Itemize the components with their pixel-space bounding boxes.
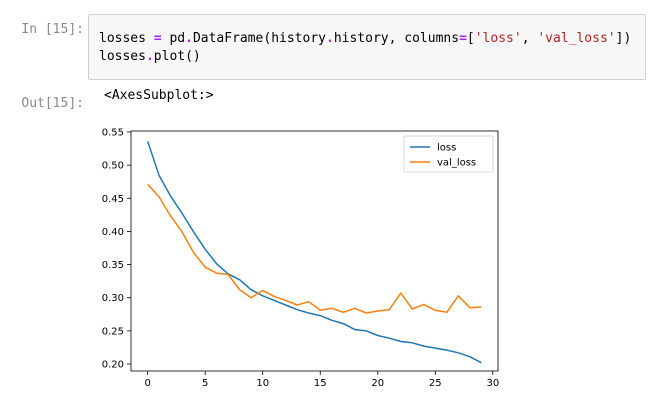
y-tick-label: 0.30 [102,293,124,304]
x-tick-label: 10 [256,378,269,389]
code-operator: . [326,31,334,46]
code-token: plot() [153,49,201,64]
loss-chart: 0 5 10 15 20 25 30 0.20 0.25 0.30 0.35 0.40 0.45 0.5… [102,127,499,389]
x-tick-label: 30 [486,378,499,389]
x-tick-label: 25 [429,378,442,389]
x-tick-label: 0 [144,378,150,389]
code-token: , [521,31,538,46]
legend-label: loss [437,143,456,154]
code-cell[interactable]: losses = pd.DataFrame(history.history, c… [88,14,646,80]
code-token: DataFrame(history [192,31,326,46]
legend: loss val_loss [403,135,494,173]
input-prompt: In [15]: [21,22,84,37]
code-string: 'val_loss' [537,31,616,46]
code-token: ]) [615,31,632,46]
code-string: 'loss' [474,31,522,46]
y-tick-label: 0.45 [102,194,124,205]
x-axis: 0 5 10 15 20 25 30 [144,371,499,389]
code-operator: . [185,31,193,46]
legend-label: val_loss [437,158,476,169]
code-line-2: losses.plot() [99,49,201,64]
code-token: losses [99,31,154,46]
code-token: [ [466,31,475,46]
y-tick-label: 0.40 [102,227,124,238]
code-operator: = [153,31,162,46]
code-line-1: losses = pd.DataFrame(history.history, c… [99,31,631,46]
x-tick-label: 15 [314,378,327,389]
y-tick-label: 0.20 [102,360,124,371]
y-axis: 0.20 0.25 0.30 0.35 0.40 0.45 0.50 0.55 [102,127,131,371]
series-line-loss [146,141,482,364]
y-tick-label: 0.25 [102,326,124,337]
x-tick-label: 5 [202,378,208,389]
series-lines [146,141,482,364]
code-token: losses [99,49,146,64]
series-line-val-loss [147,183,482,314]
x-tick-label: 20 [371,378,384,389]
y-tick-label: 0.55 [102,127,124,138]
code-operator: . [145,49,154,64]
code-operator: = [459,31,467,46]
y-tick-label: 0.35 [102,260,124,271]
y-tick-label: 0.50 [102,161,124,172]
code-token: pd [161,31,186,46]
output-prompt: Out[15]: [21,96,84,111]
output-text: <AxesSubplot:> [104,88,214,103]
code-token: history, columns [333,31,460,46]
legend-box [403,135,494,173]
axes-frame [130,130,499,372]
